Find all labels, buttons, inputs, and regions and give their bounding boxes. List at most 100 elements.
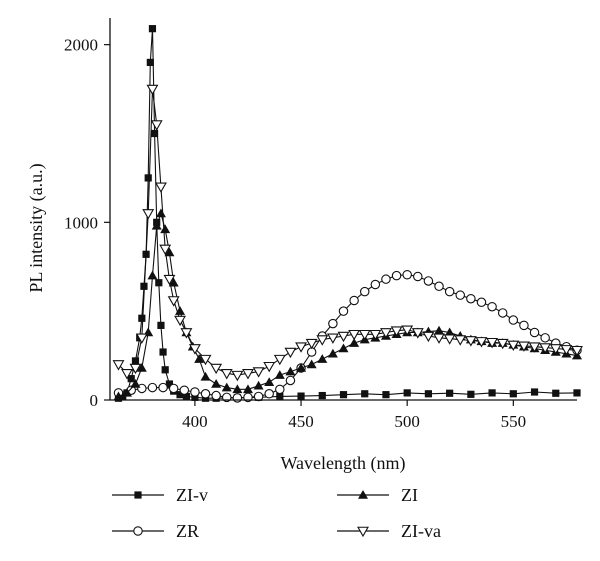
data-point-zr <box>444 286 455 297</box>
data-point-zi <box>338 343 349 353</box>
data-point-zi-va <box>121 369 133 380</box>
series-zr <box>113 269 582 403</box>
data-point-zi-va <box>369 329 382 341</box>
data-point-zi-va <box>295 342 307 353</box>
data-point-zi-va <box>305 338 318 350</box>
data-point-zi-v <box>148 25 157 33</box>
data-point-zi <box>232 384 243 394</box>
data-point-zi <box>264 377 275 386</box>
legend-marker-zi <box>358 490 368 499</box>
data-point-zr <box>200 389 211 399</box>
data-point-zi-v <box>424 390 433 398</box>
legend-item-zi-va: ZI-va <box>337 521 441 541</box>
data-point-zi <box>306 359 317 369</box>
series-layer <box>112 25 583 403</box>
data-point-zi-va <box>150 120 163 131</box>
x-tick-label: 400 <box>182 412 208 431</box>
data-point-zi-va <box>273 354 286 366</box>
data-point-zi-v <box>138 314 146 322</box>
data-point-zr <box>359 286 370 297</box>
data-point-zi-v <box>509 390 517 398</box>
data-point-zi-v <box>161 366 169 374</box>
data-point-zi-va <box>220 369 233 380</box>
x-tick-label: 550 <box>501 412 527 431</box>
x-tick-label: 450 <box>288 412 314 431</box>
data-point-zi <box>194 354 205 363</box>
y-tick-label: 0 <box>90 391 99 410</box>
x-axis-label: Wavelength (nm) <box>280 453 405 474</box>
data-point-zr <box>434 281 444 292</box>
data-point-zi <box>164 247 175 257</box>
data-point-zi-v <box>573 389 581 397</box>
data-point-zi-va <box>159 244 172 256</box>
data-point-zi-v <box>176 391 184 399</box>
data-point-zi-v <box>552 389 560 397</box>
data-point-zi-v <box>182 392 191 401</box>
data-point-zr <box>190 387 200 397</box>
data-point-zr <box>519 320 529 331</box>
data-point-zi-va <box>174 315 186 327</box>
data-point-zi-v <box>127 375 135 383</box>
data-point-zi-va <box>496 338 509 350</box>
data-point-zi <box>296 363 307 372</box>
data-point-zi <box>317 354 328 363</box>
data-point-zi-va <box>475 337 488 348</box>
data-point-zr <box>540 333 550 343</box>
data-point-zi-v <box>146 58 154 67</box>
data-point-zi-va <box>454 335 467 346</box>
data-point-zi-va <box>380 328 392 339</box>
data-point-zr <box>137 383 147 394</box>
data-point-zr <box>275 384 285 395</box>
data-point-zi-va <box>433 333 445 344</box>
data-point-zi-v <box>159 348 167 356</box>
series-line-zi <box>118 211 578 397</box>
data-point-zi-v <box>361 390 369 398</box>
data-point-zi-va <box>326 333 339 344</box>
data-point-zi-va <box>401 325 414 336</box>
data-point-zi <box>327 348 338 358</box>
data-point-zi-va <box>284 347 297 359</box>
data-point-zi <box>200 371 211 381</box>
legend-marker-zi-va <box>357 526 369 538</box>
data-point-zr <box>487 301 497 312</box>
data-point-zr <box>413 271 423 282</box>
data-point-zr <box>455 290 465 300</box>
data-point-zi-va <box>358 329 371 341</box>
data-point-zi-va <box>129 363 142 375</box>
data-point-zi-va <box>199 354 212 366</box>
data-point-zr <box>497 308 508 318</box>
data-point-zi-va <box>571 345 583 357</box>
data-point-zi-va <box>443 334 456 345</box>
legend-marker-zr <box>133 526 143 536</box>
data-point-zi-va <box>549 344 562 355</box>
data-point-zi-v <box>297 392 305 400</box>
data-point-zi <box>160 224 171 234</box>
data-point-zi-v <box>318 391 326 400</box>
data-point-zi <box>211 379 222 388</box>
data-point-zr <box>466 293 476 304</box>
data-point-zi-va <box>507 340 520 352</box>
legend-item-zi-v: ZI-v <box>112 485 208 505</box>
data-point-zi-va <box>242 369 254 380</box>
data-point-zr <box>529 327 540 338</box>
data-point-zi <box>113 391 124 401</box>
data-point-zr <box>370 279 381 290</box>
data-point-zi <box>130 379 141 388</box>
data-point-zi-va <box>539 343 552 354</box>
data-point-zi-va <box>316 335 329 346</box>
data-point-zi <box>147 270 158 280</box>
legend-label-zi-va: ZI-va <box>401 521 441 541</box>
data-point-zi-v <box>144 174 152 182</box>
legend: ZI-v ZR ZI ZI-va <box>112 485 441 541</box>
data-point-zi <box>349 338 360 347</box>
data-point-zi-va <box>263 361 276 373</box>
data-point-zr <box>508 315 519 325</box>
data-point-zi-va <box>560 345 573 356</box>
data-point-zi-va <box>422 331 435 343</box>
data-point-zi-v <box>131 357 140 365</box>
legend-item-zi: ZI <box>337 485 418 505</box>
data-point-zi-v <box>339 391 348 399</box>
data-point-zr <box>158 382 168 393</box>
data-point-zi-va <box>348 329 361 341</box>
data-point-zi-va <box>142 209 155 220</box>
